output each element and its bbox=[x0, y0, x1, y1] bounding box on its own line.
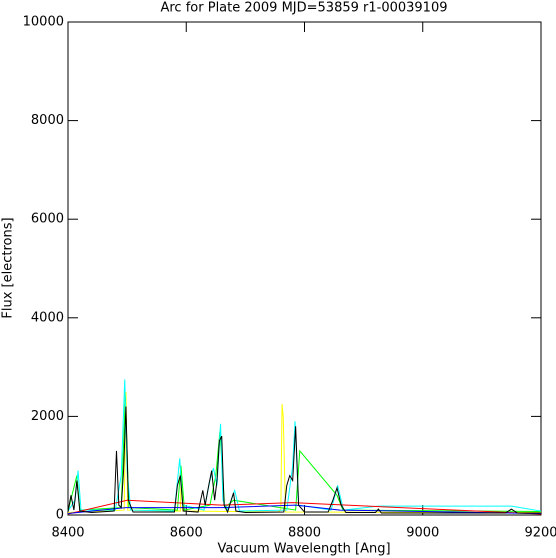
x-tick-label: 9000 bbox=[406, 526, 439, 541]
spectrum-line bbox=[67, 391, 542, 514]
y-tick-label: 2000 bbox=[31, 409, 64, 424]
x-tick-label: 8400 bbox=[51, 526, 84, 541]
spectrum-line bbox=[67, 406, 541, 514]
chart-title: Arc for Plate 2009 MJD=53859 r1-00039109 bbox=[160, 1, 447, 16]
spectrum-line bbox=[67, 379, 542, 512]
y-tick-label: 10000 bbox=[23, 15, 64, 30]
y-tick-label: 4000 bbox=[31, 310, 64, 325]
y-tick-label: 6000 bbox=[31, 212, 64, 227]
x-axis-label: Vacuum Wavelength [Ang] bbox=[217, 542, 390, 557]
spectrum-line bbox=[67, 396, 542, 513]
y-axis-label: Flux [electrons] bbox=[1, 217, 16, 318]
x-tick-label: 9200 bbox=[524, 526, 556, 541]
plot-frame bbox=[67, 21, 542, 516]
y-tick-label: 8000 bbox=[31, 113, 64, 128]
spectrum-line bbox=[67, 504, 542, 515]
spectrum-line bbox=[67, 499, 542, 515]
x-tick-label: 8600 bbox=[170, 526, 203, 541]
y-tick-label: 0 bbox=[56, 508, 64, 523]
x-tick-label: 8800 bbox=[288, 526, 321, 541]
